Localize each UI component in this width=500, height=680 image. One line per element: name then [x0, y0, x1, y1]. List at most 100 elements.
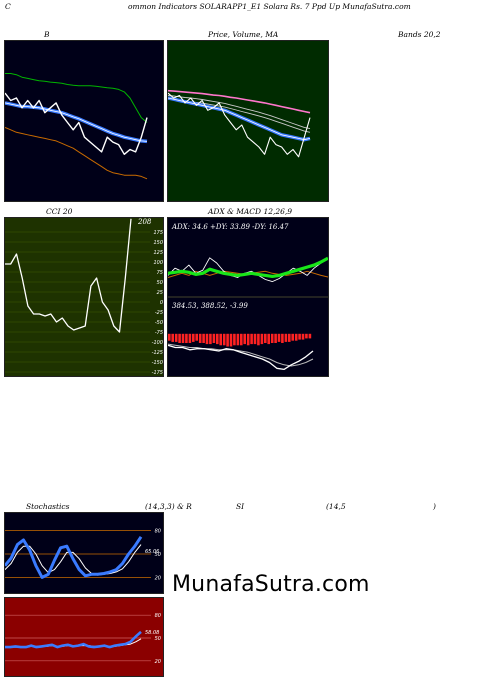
cci-tick-label: 100 [153, 260, 163, 266]
macd-histogram-bar [260, 333, 264, 345]
cci-label: CCI 20 [46, 207, 73, 216]
macd-histogram-bar [291, 333, 294, 341]
cci-tick-label: 75 [157, 270, 163, 276]
macd-histogram-bar [294, 333, 298, 341]
macd-histogram-bar [229, 333, 233, 347]
rsi-last-value: 58.08 [145, 630, 159, 636]
bollinger-chart [5, 73, 148, 180]
macd-histogram-bar [171, 333, 174, 342]
macd-histogram-bar [168, 333, 171, 341]
macd-chart: 384.53, 388.52, -3.99 [168, 302, 314, 371]
macd-histogram-bar [181, 333, 185, 343]
macd-histogram-bar [257, 333, 260, 346]
price-ma-short-core [168, 97, 311, 141]
adx-chart: ADX: 34.6 +DY: 33.89 -DY: 16.47 [168, 223, 328, 283]
stoch-tick-label: 80 [155, 529, 161, 535]
cci-tick-label: -50 [155, 320, 163, 326]
macd-histogram-bar [243, 333, 246, 345]
cci-tick-label: -150 [152, 360, 163, 366]
rsi-chart: 80 50 20 58.08 [5, 613, 161, 665]
stoch-tick-label: 20 [155, 575, 161, 581]
macd-histogram-bar [274, 333, 277, 343]
cci-tick-label: 175 [153, 230, 163, 236]
adx-title: ADX: 34.6 +DY: 33.89 -DY: 16.47 [171, 223, 289, 231]
macd-histogram-bar [185, 333, 188, 343]
cci-tick-label: 0 [160, 300, 163, 306]
macd-histogram-bar [192, 333, 195, 342]
watermark: MunafaSutra.com [172, 572, 370, 597]
rsi-tick-label: 80 [155, 613, 161, 619]
stoch-tick-label: 50 [155, 552, 161, 558]
cci-tick-label: 125 [153, 250, 163, 256]
macd-histogram-bar [267, 333, 270, 345]
rsi-tick-label: 50 [155, 636, 161, 642]
rsi-label: SI [236, 502, 245, 511]
adx-macd-label: ADX & MACD 12,26,9 [208, 207, 293, 216]
rsi-tick-label: 20 [155, 659, 161, 665]
macd-histogram-bar [298, 333, 301, 340]
macd-histogram-bar [202, 333, 205, 343]
macd-histogram-bar [233, 333, 236, 346]
cci-last-value: 208 [137, 218, 152, 226]
cci-tick-label: -25 [155, 310, 163, 316]
macd-histogram-bar [284, 333, 288, 342]
cci-line [5, 218, 132, 333]
macd-histogram-bar [301, 333, 305, 340]
macd-histogram-bar [246, 333, 250, 346]
adx-line [168, 256, 328, 279]
stochastics-panel: 80 50 20 65.06 [4, 512, 164, 594]
cci-chart: 175 150 125 100 75 50 25 0 -25 -50 -75 -100 -125 -150… [5, 218, 163, 376]
macd-histogram-bar [188, 333, 192, 343]
price-line [168, 92, 311, 158]
macd-line [168, 344, 314, 371]
price-ma-short-line [168, 96, 311, 142]
bollinger-panel [4, 40, 164, 202]
stoch-last-value: 65.06 [145, 549, 159, 555]
macd-histogram-bar [198, 333, 202, 343]
macd-histogram-bar [236, 333, 240, 346]
macd-histogram-bar [253, 333, 257, 345]
page-title: ommon Indicators SOLARAPP1_E1 Solara Rs.… [128, 2, 411, 11]
stochastics-chart: 80 50 20 65.06 [5, 529, 161, 581]
macd-histogram-bar [305, 333, 308, 339]
macd-histogram-bar [281, 333, 284, 343]
rsi-panel: 80 50 20 58.08 [4, 597, 164, 677]
macd-histogram-bar [195, 333, 198, 341]
rsi-line [5, 630, 142, 649]
cci-tick-label: 150 [153, 240, 163, 246]
macd-histogram-bar [240, 333, 243, 346]
cci-tick-label: -100 [152, 340, 163, 346]
macd-histogram-bar [216, 333, 219, 345]
macd-histogram-bar [308, 333, 312, 339]
adx-panel: ADX: 34.6 +DY: 33.89 -DY: 16.47 [167, 217, 329, 297]
bb-middle-line [5, 101, 148, 144]
macd-signal-line [168, 343, 314, 367]
macd-histogram-bar [264, 333, 267, 343]
macd-histogram-bar [288, 333, 291, 342]
macd-histogram-bar [277, 333, 281, 342]
stochastics-label: Stochastics [26, 502, 70, 511]
bollinger-label: B [44, 30, 50, 39]
bb-lower-line [5, 126, 148, 180]
macd-histogram-bar [222, 333, 226, 346]
macd-histogram-bar [219, 333, 222, 346]
cci-tick-label: -125 [152, 350, 163, 356]
stoch-k-line [5, 535, 143, 579]
stochastics-params: (14,3,3) & R [145, 502, 192, 511]
macd-histogram-bar [174, 333, 178, 342]
cci-panel: 175 150 125 100 75 50 25 0 -25 -50 -75 -100 -125 -150… [4, 217, 164, 377]
cci-tick-label: 25 [157, 290, 163, 296]
macd-panel: 384.53, 388.52, -3.99 [167, 297, 329, 377]
macd-histogram-bar [226, 333, 229, 347]
price-ma-mid-line [168, 95, 311, 130]
macd-histogram-bar [212, 333, 216, 343]
bb-middle-core [5, 102, 148, 142]
cci-tick-label: 50 [157, 280, 163, 286]
macd-histogram-bar [270, 333, 274, 343]
price-ma-label: Price, Volume, MA [208, 30, 279, 39]
macd-histogram-bar [178, 333, 181, 343]
macd-histogram-bar [209, 333, 212, 345]
bands-label: Bands 20,2 [398, 30, 441, 39]
macd-title: 384.53, 388.52, -3.99 [172, 302, 248, 310]
macd-histogram-bar [205, 333, 209, 345]
